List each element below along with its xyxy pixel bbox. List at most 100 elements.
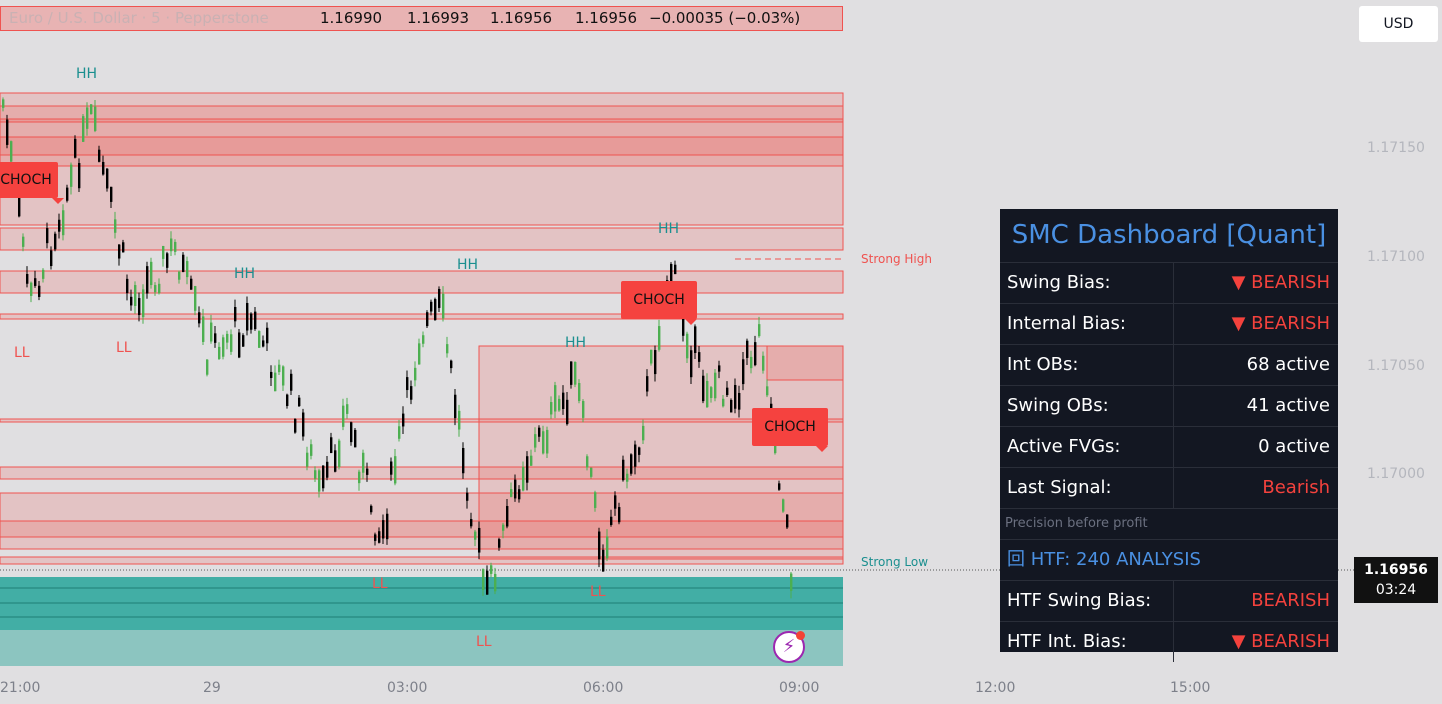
candle-body (102, 161, 105, 175)
dashboard-row: Internal Bias: ▼ BEARISH (1000, 304, 1338, 345)
row-key: Swing OBs: (1000, 386, 1174, 426)
candle-body (146, 266, 149, 294)
ll-label: LL (372, 576, 388, 592)
candle-body (566, 399, 569, 425)
quote-change: −0.00035 (−0.03%) (649, 9, 801, 27)
candle-body (314, 470, 317, 479)
row-value: ▼ BEARISH (1231, 631, 1330, 652)
dashboard-row: Swing Bias: ▼ BEARISH (1000, 263, 1338, 304)
bearish-zone (0, 418, 844, 423)
candle-body (10, 141, 13, 162)
choch-text: CHOCH (764, 419, 816, 435)
candle-body (734, 385, 737, 409)
candle-body (722, 398, 725, 407)
candle-body (438, 288, 441, 308)
candle-body (502, 524, 505, 531)
candle-body (210, 322, 213, 342)
row-value: BEARISH (1251, 590, 1330, 611)
candle-body (86, 107, 89, 129)
candle-body (454, 394, 457, 419)
bullish-zone (0, 630, 843, 666)
candle-body (118, 244, 121, 259)
time-axis-tick: 15:00 (1170, 680, 1211, 696)
notification-dot (796, 631, 805, 640)
time-axis-tick: 12:00 (975, 680, 1016, 696)
candle-body (638, 447, 641, 455)
candle-body (322, 465, 325, 489)
dashboard-row: Swing OBs: 41 active (1000, 386, 1338, 427)
candle-body (318, 470, 321, 492)
candle-body (550, 402, 553, 415)
candle-body (166, 253, 169, 268)
candle-body (338, 440, 341, 468)
choch-marker: CHOCH (621, 281, 697, 325)
candle-body (654, 350, 657, 375)
candle-body (350, 422, 353, 443)
candle-body (266, 327, 269, 344)
smc-dashboard: SMC Dashboard [Quant] Swing Bias: ▼ BEAR… (1000, 209, 1338, 662)
lightning-icon[interactable]: ⚡ (773, 631, 805, 663)
candle-body (150, 261, 153, 286)
candle-body (74, 138, 77, 158)
currency-button[interactable]: USD (1359, 6, 1438, 42)
candle-body (738, 392, 741, 410)
row-key: HTF Int. Bias: (1000, 622, 1174, 662)
hh-label: HH (565, 335, 587, 351)
candle-body (270, 371, 273, 379)
candle-body (38, 285, 41, 297)
candle-body (294, 418, 297, 433)
candle-body (462, 448, 465, 474)
bearish-zone (478, 345, 844, 560)
candle-body (58, 219, 61, 232)
candle-body (162, 245, 165, 259)
hh-label: HH (234, 266, 256, 282)
candle-body (298, 397, 301, 407)
candle-body (742, 359, 745, 385)
candle-body (242, 335, 245, 347)
candle-body (342, 405, 345, 427)
candle-body (134, 285, 137, 306)
row-value: ▼ BEARISH (1231, 272, 1330, 293)
candle-body (278, 364, 281, 373)
quote-close: 1.16956 (575, 9, 638, 27)
row-value: ▼ BEARISH (1231, 313, 1330, 334)
htf-header: 回 HTF: 240 ANALYSIS (1000, 540, 1338, 581)
candle-body (374, 534, 377, 541)
candle-body (494, 573, 497, 592)
candle-body (582, 401, 585, 418)
candle-body (106, 168, 109, 189)
candle-body (198, 312, 201, 324)
bar-countdown: 03:24 (1375, 582, 1417, 598)
candle-body (18, 189, 21, 217)
candle-body (474, 531, 477, 540)
candle-body (282, 366, 285, 386)
candle-body (730, 399, 733, 413)
dashboard-row: HTF Int. Bias: ▼ BEARISH (1000, 622, 1338, 662)
candle-body (110, 186, 113, 202)
time-axis-tick: 03:00 (387, 680, 428, 696)
dashboard-row: Active FVGs: 0 active (1000, 427, 1338, 468)
candle-body (6, 119, 9, 145)
candle-body (414, 367, 417, 381)
current-price-value: 1.16956 (1364, 562, 1428, 578)
candle-body (694, 326, 697, 353)
candle-body (66, 187, 69, 201)
candle-body (30, 282, 33, 296)
candle-body (22, 236, 25, 247)
candle-body (130, 296, 133, 306)
ll-label: LL (476, 634, 492, 650)
candle-body (126, 278, 129, 294)
candle-body (290, 373, 293, 391)
symbol-name[interactable]: Euro / U.S. Dollar · 5 · Pepperstone (9, 9, 269, 27)
candle-body (726, 387, 729, 396)
candle-body (302, 412, 305, 437)
candle-body (406, 377, 409, 391)
candle-body (334, 450, 337, 472)
candle-body (426, 312, 429, 327)
candle-body (690, 350, 693, 378)
candle-body (670, 263, 673, 292)
candle-body (774, 445, 777, 454)
row-key: HTF Swing Bias: (1000, 581, 1174, 621)
candle-body (358, 471, 361, 484)
